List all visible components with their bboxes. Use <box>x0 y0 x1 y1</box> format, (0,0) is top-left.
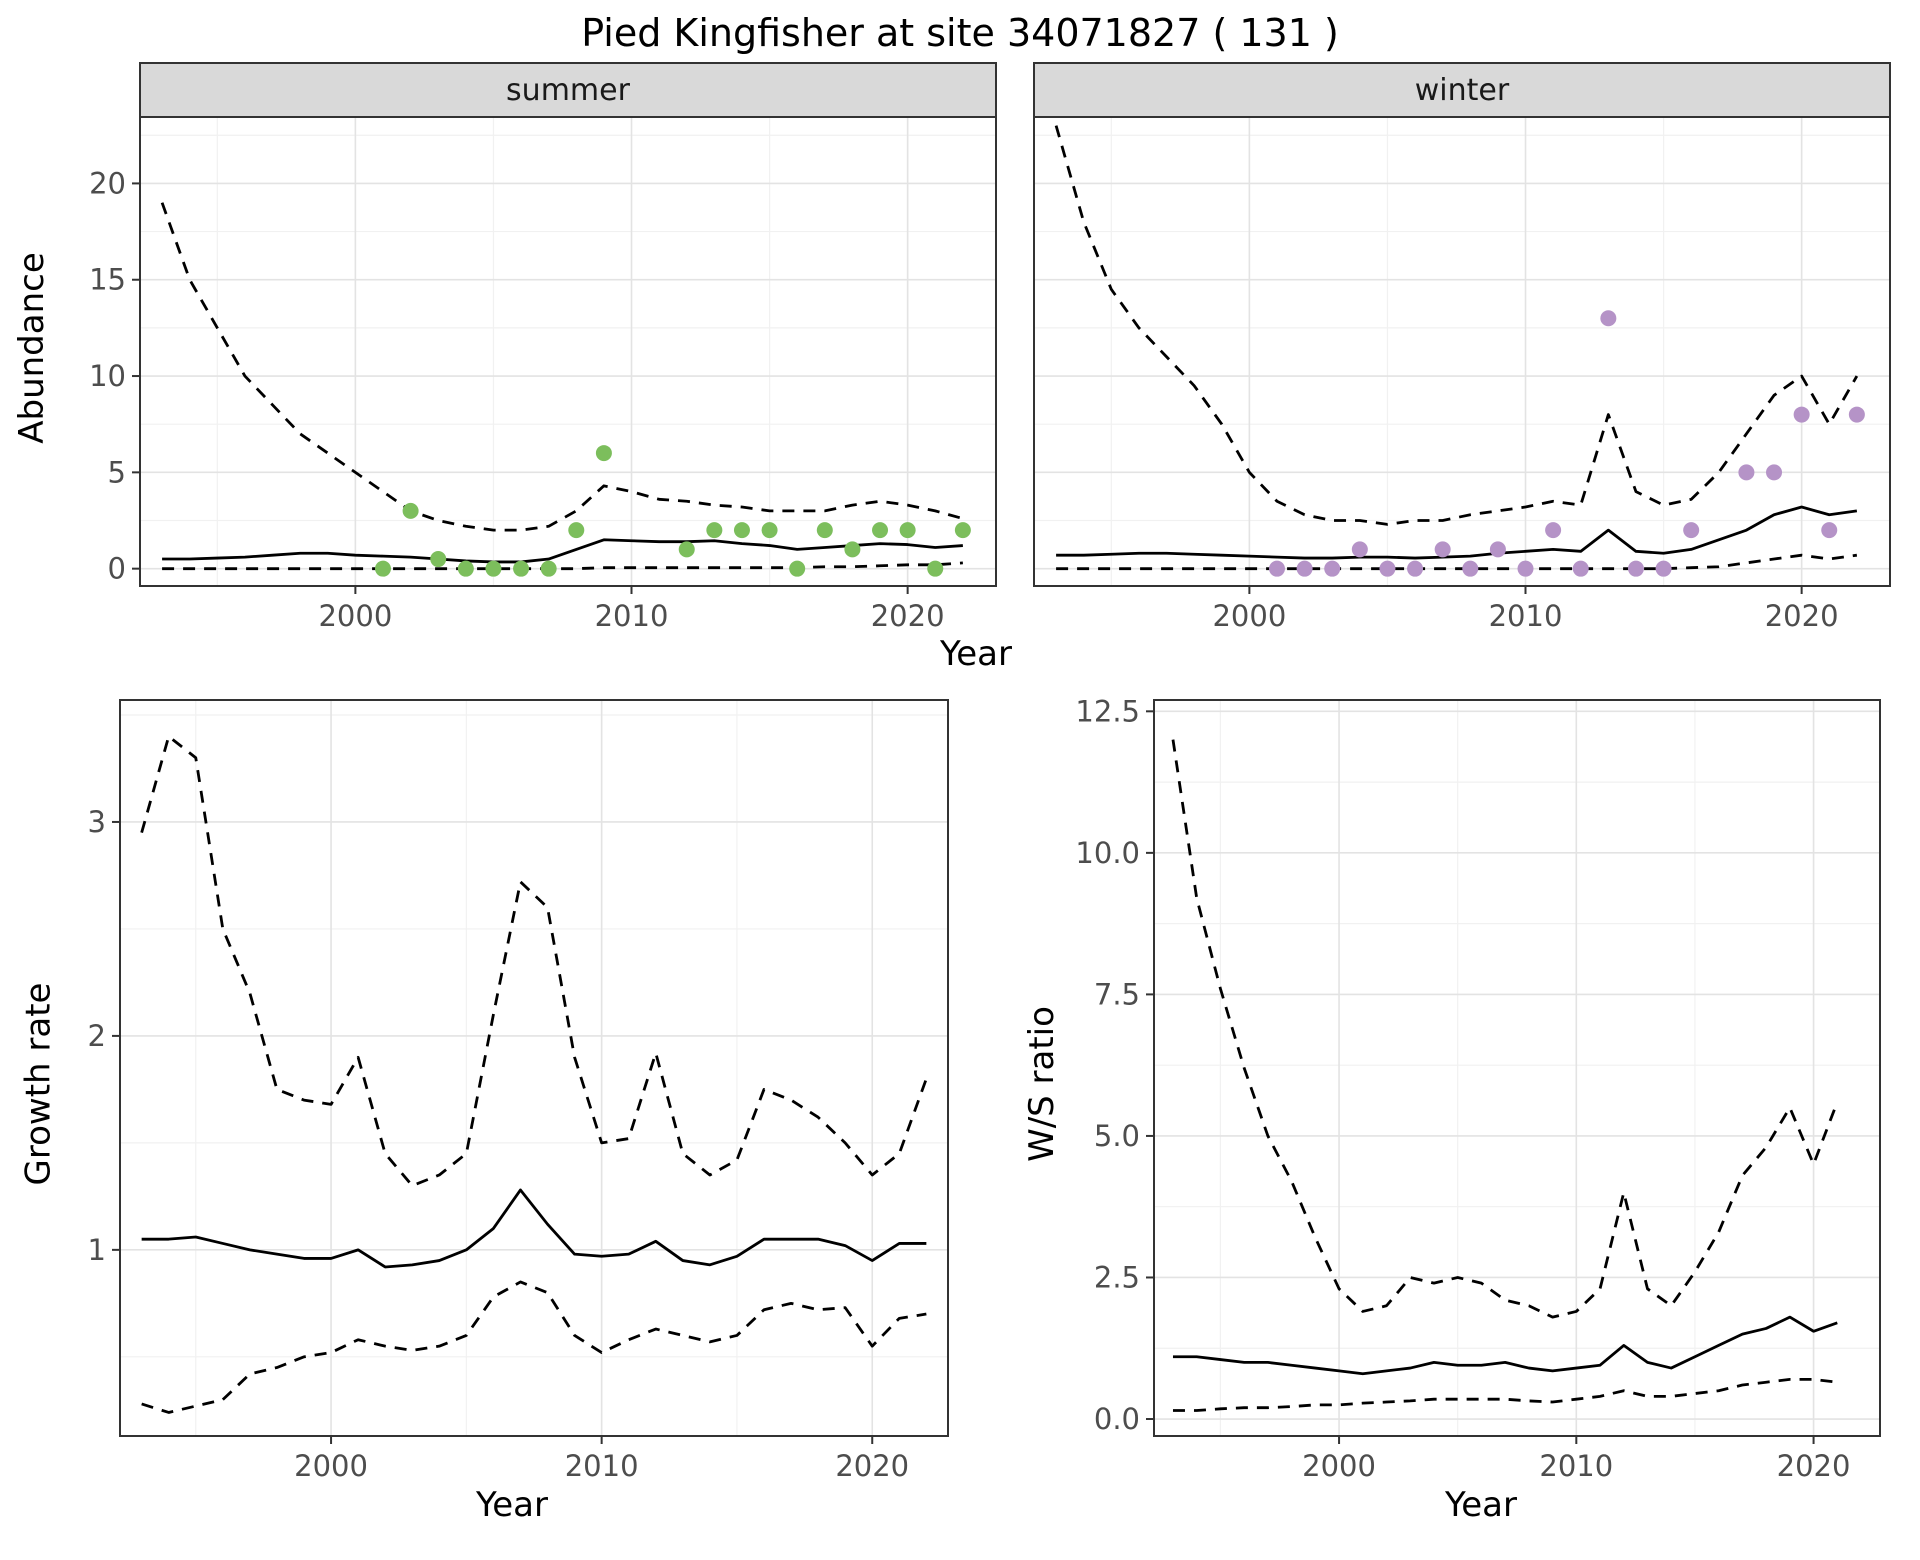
svg-text:3: 3 <box>88 805 106 839</box>
svg-text:0.0: 0.0 <box>1094 1402 1140 1436</box>
abundance-y-axis-label: Abundance <box>8 252 56 444</box>
abundance-y-axis-label-text: Abundance <box>12 252 53 444</box>
svg-text:2010: 2010 <box>1489 599 1563 633</box>
svg-text:2020: 2020 <box>1777 1449 1851 1483</box>
plot-title: Pied Kingfisher at site 34071827 ( 131 ) <box>581 11 1339 55</box>
abundance-charts: summer 2000 2010 2020 0 5 10 15 20 winter 2000 201… <box>56 62 1906 634</box>
ws-ratio-x-axis-label: Year <box>1445 1485 1517 1525</box>
svg-text:10: 10 <box>89 359 126 393</box>
svg-text:2000: 2000 <box>1212 599 1286 633</box>
growth-rate-y-axis-label: Growth rate <box>14 684 62 1484</box>
svg-text:0: 0 <box>108 552 126 586</box>
ws-ratio-chart: 2000 2010 2020 0.0 2.5 5.0 7.5 10.0 12.5 <box>1075 694 1881 1483</box>
abundance-facet-row: Abundance summer 2000 2010 2020 0 5 10 15 20 win… <box>0 62 1920 634</box>
svg-text:2020: 2020 <box>871 599 945 633</box>
ws-ratio-y-axis-label-text: W/S ratio <box>1022 1006 1063 1162</box>
growth-rate-plot: Growth rate 2000 2010 2020 1 2 3 Year <box>14 684 962 1530</box>
bottom-plots-row: Growth rate 2000 2010 2020 1 2 3 Year W/S rat… <box>0 684 1920 1530</box>
svg-text:2010: 2010 <box>595 599 669 633</box>
svg-text:5.0: 5.0 <box>1094 1119 1140 1153</box>
svg-text:15: 15 <box>89 263 126 297</box>
ws-ratio-plot: W/S ratio 2000 2010 2020 0.0 2.5 5.0 7.5 10.0 12… <box>1018 684 1896 1530</box>
svg-text:winter: winter <box>1415 73 1510 108</box>
svg-text:1: 1 <box>88 1233 106 1267</box>
growth-rate-chart: 2000 2010 2020 1 2 3 <box>88 699 949 1483</box>
svg-text:12.5: 12.5 <box>1075 694 1140 728</box>
growth-rate-x-axis-label: Year <box>476 1485 548 1525</box>
svg-text:2000: 2000 <box>318 599 392 633</box>
growth-rate-y-axis-label-text: Growth rate <box>18 982 58 1186</box>
svg-text:summer: summer <box>506 73 631 108</box>
top-x-axis-label: Year <box>940 634 1012 674</box>
svg-text:2010: 2010 <box>1539 1449 1613 1483</box>
svg-text:2020: 2020 <box>1765 599 1839 633</box>
svg-text:2: 2 <box>88 1019 106 1053</box>
svg-text:2.5: 2.5 <box>1094 1260 1140 1294</box>
abundance-summer-chart: summer 2000 2010 2020 0 5 10 15 20 <box>89 62 997 633</box>
svg-text:2000: 2000 <box>294 1449 368 1483</box>
svg-text:2020: 2020 <box>835 1449 909 1483</box>
svg-text:20: 20 <box>89 166 126 200</box>
svg-text:7.5: 7.5 <box>1094 977 1140 1011</box>
svg-text:10.0: 10.0 <box>1075 836 1140 870</box>
ws-ratio-y-axis-label: W/S ratio <box>1018 684 1066 1484</box>
svg-text:2010: 2010 <box>565 1449 639 1483</box>
svg-text:5: 5 <box>108 455 126 489</box>
abundance-winter-chart: winter 2000 2010 2020 <box>1033 62 1891 633</box>
svg-text:2000: 2000 <box>1302 1449 1376 1483</box>
